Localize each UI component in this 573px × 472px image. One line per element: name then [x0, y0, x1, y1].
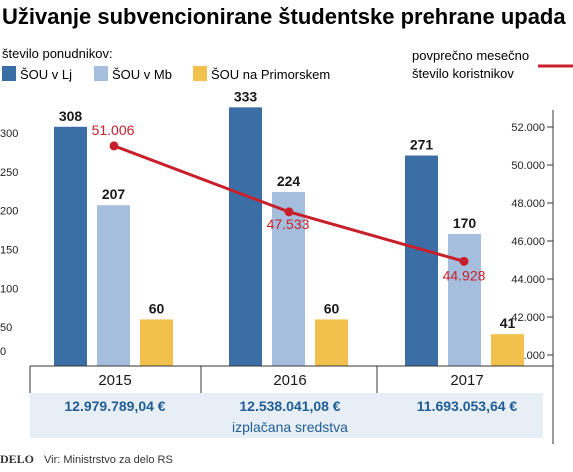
left-tick-label: 0: [0, 346, 6, 358]
bar-value-label: 207: [102, 186, 126, 202]
bar-value-label: 170: [453, 215, 477, 231]
line-point: [284, 207, 294, 217]
x-tick-label: 2015: [98, 372, 131, 389]
bar-value-label: 60: [324, 300, 340, 316]
line-point: [459, 256, 469, 266]
bar: [405, 155, 438, 366]
amount-2015: 12.979.789,04 €: [64, 398, 165, 414]
right-tick-label: 46.000: [511, 236, 545, 248]
bar-value-label: 333: [234, 88, 258, 104]
line-point: [109, 141, 119, 151]
left-tick-label: 50: [0, 322, 12, 334]
line-value-label: 51.006: [92, 122, 135, 138]
chart-title: Uživanje subvencionirane študentske preh…: [2, 4, 566, 29]
bar: [272, 192, 305, 366]
x-tick-label: 2017: [450, 372, 483, 389]
right-axis: 40.00042.00044.00046.00048.00050.00052.0…: [511, 110, 554, 444]
legend-label-prim: ŠOU na Primorskem: [211, 67, 330, 82]
bar-value-label: 271: [410, 137, 434, 153]
legend-swatch-lj: [2, 66, 16, 81]
right-legend-label-line1: povprečno mesečno: [412, 48, 529, 63]
bar-value-label: 224: [277, 173, 301, 189]
line-value-label: 47.533: [267, 216, 310, 232]
legend-swatch-prim: [193, 66, 207, 81]
left-tick-label: 250: [0, 167, 18, 179]
left-axis: 0 50 100 150 200 250 300: [0, 128, 18, 358]
bars: [54, 107, 524, 367]
right-legend-label-line2: število koristnikov: [412, 66, 514, 81]
left-axis-label: število ponudnikov:: [2, 46, 113, 61]
bar: [140, 319, 173, 366]
amount-2017: 11.693.053,64 €: [417, 398, 518, 414]
left-tick-label: 150: [0, 245, 18, 257]
right-tick-label: 52.000: [511, 122, 545, 134]
right-tick-label: 48.000: [511, 198, 545, 210]
bar: [54, 126, 87, 366]
left-tick-label: 200: [0, 206, 18, 218]
source-note: Vir: Ministrstvo za delo RS: [44, 454, 173, 466]
line-series: 51.006 47.533 44.928: [92, 122, 486, 283]
bar-value-label: 41: [500, 315, 516, 331]
bar-value-label: 60: [149, 300, 165, 316]
amount-2016: 12.538.041,08 €: [239, 398, 340, 414]
bar: [448, 233, 481, 366]
legend-swatch-mb: [94, 66, 108, 81]
right-tick-label: 44.000: [511, 274, 545, 286]
bar: [315, 319, 348, 366]
amounts-band: [30, 393, 543, 438]
bar-value-label: 308: [59, 108, 83, 124]
line-value-label: 44.928: [443, 267, 486, 283]
left-tick-label: 100: [0, 283, 18, 295]
legend-label-mb: ŠOU v Mb: [112, 67, 172, 82]
right-tick-label: 42.000: [511, 312, 545, 324]
amounts-caption: izplačana sredstva: [232, 419, 348, 435]
brand-logo: DELO: [0, 452, 34, 466]
x-tick-label: 2016: [273, 372, 306, 389]
bar: [491, 334, 524, 366]
x-axis: 2015 2016 2017: [29, 365, 554, 393]
legend-label-lj: ŠOU v Lj: [20, 67, 72, 82]
left-tick-label: 300: [0, 128, 18, 140]
bar: [97, 205, 130, 366]
right-tick-label: 50.000: [511, 160, 545, 172]
bar-value-labels: 308 333 271 207 224 170 60 60 41: [59, 88, 516, 331]
bar: [229, 107, 262, 367]
